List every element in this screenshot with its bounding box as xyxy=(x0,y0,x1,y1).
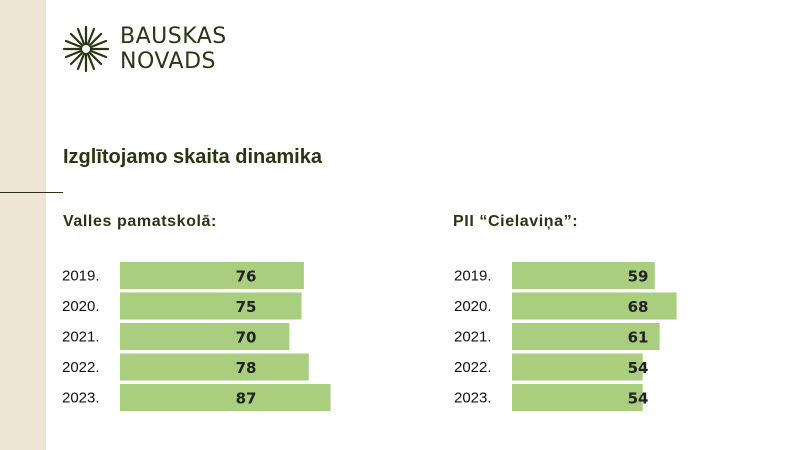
left-accent-strip xyxy=(0,0,46,450)
bar xyxy=(512,353,643,381)
chart-valles-svg: 2019. 76 2020. 75 2021. 70 2022. 78 2023. 87 xyxy=(62,262,331,411)
bar-value-label: 78 xyxy=(236,359,257,377)
bar xyxy=(120,292,302,320)
brand-logo: BAUSKAS NOVADS xyxy=(62,22,227,76)
bar-value-label: 59 xyxy=(628,268,649,286)
year-label: 2019. xyxy=(62,268,100,285)
bar-value-label: 54 xyxy=(628,390,649,408)
bar xyxy=(512,323,660,350)
page-title: Izglītojamo skaita dinamika xyxy=(63,146,322,168)
bar-value-label: 54 xyxy=(628,359,649,377)
bar-value-label: 76 xyxy=(236,268,257,286)
bar xyxy=(512,262,655,289)
year-label: 2020. xyxy=(62,298,100,315)
brand-line-2: NOVADS xyxy=(120,49,216,74)
bar-value-label: 87 xyxy=(236,390,257,408)
chart-cielavina-svg: 2019. 59 2020. 68 2021. 61 2022. 54 2023. 54 xyxy=(454,262,677,411)
bar-value-label: 75 xyxy=(236,298,257,316)
year-label: 2022. xyxy=(454,359,492,376)
brand-line-1: BAUSKAS xyxy=(120,24,227,49)
bar xyxy=(512,292,677,320)
year-label: 2020. xyxy=(454,298,492,315)
year-label: 2021. xyxy=(454,329,492,346)
chart-title-valles: Valles pamatskolā: xyxy=(63,213,217,230)
bar-value-label: 68 xyxy=(628,298,649,316)
chart-title-cielavina: PII “Cielaviņa”: xyxy=(453,213,579,230)
bar-value-label: 70 xyxy=(236,329,257,347)
bar xyxy=(120,384,331,411)
bar-value-label: 61 xyxy=(628,329,649,347)
brand-wordmark: BAUSKAS NOVADS xyxy=(120,24,227,74)
bar xyxy=(120,353,309,381)
section-divider xyxy=(0,192,63,193)
sun-emblem-icon xyxy=(62,25,110,73)
year-label: 2022. xyxy=(62,359,100,376)
bar xyxy=(120,262,304,289)
bar xyxy=(512,384,643,411)
bar xyxy=(120,323,290,350)
year-label: 2019. xyxy=(454,268,492,285)
year-label: 2021. xyxy=(62,329,100,346)
year-label: 2023. xyxy=(62,390,100,407)
year-label: 2023. xyxy=(454,390,492,407)
